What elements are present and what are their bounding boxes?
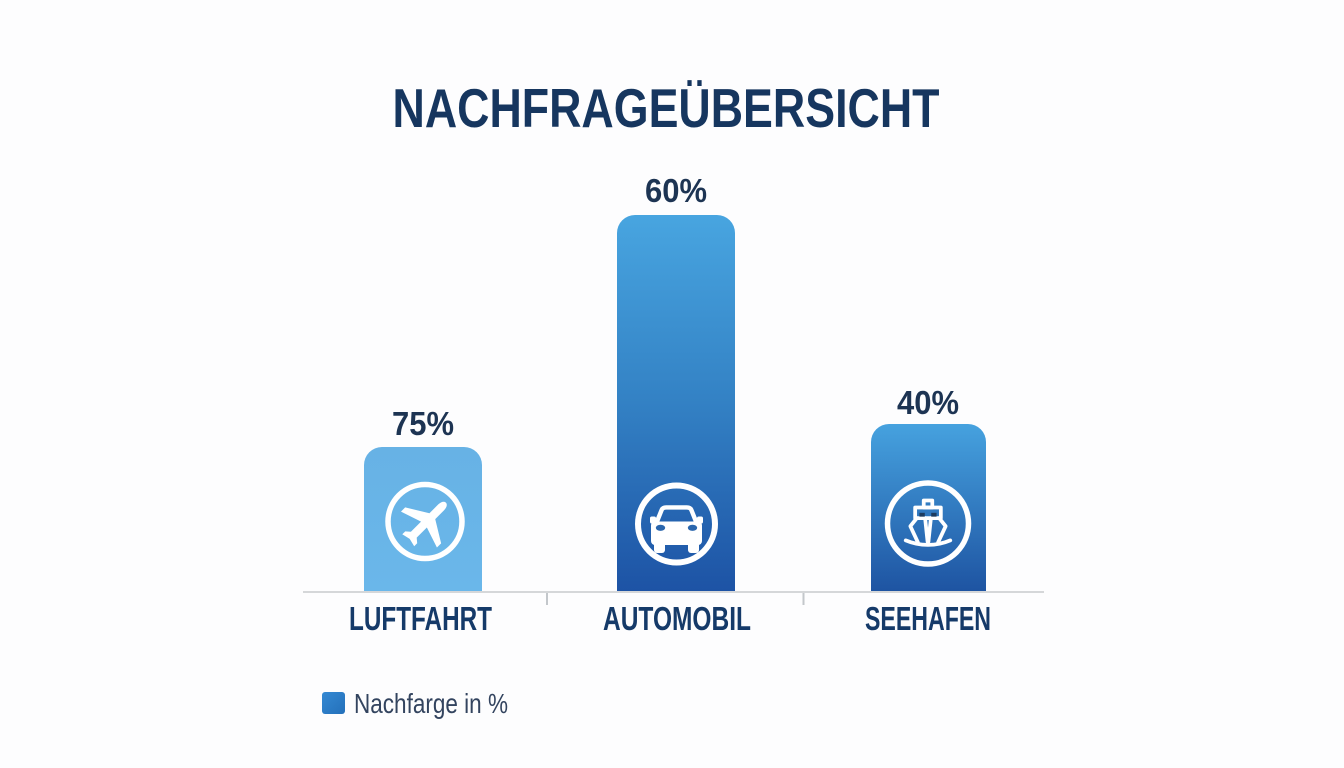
svg-text:75%: 75% [392, 405, 454, 442]
svg-text:Nachfarge in %: Nachfarge in % [354, 688, 508, 719]
svg-text:SEEHAFEN: SEEHAFEN [865, 600, 991, 637]
svg-text:NACHFRAGEÜBERSICHT: NACHFRAGEÜBERSICHT [393, 77, 940, 139]
svg-text:60%: 60% [645, 172, 707, 209]
svg-text:40%: 40% [897, 384, 959, 421]
svg-text:AUTOMOBIL: AUTOMOBIL [603, 600, 751, 637]
svg-text:LUFTFAHRT: LUFTFAHRT [349, 600, 492, 637]
